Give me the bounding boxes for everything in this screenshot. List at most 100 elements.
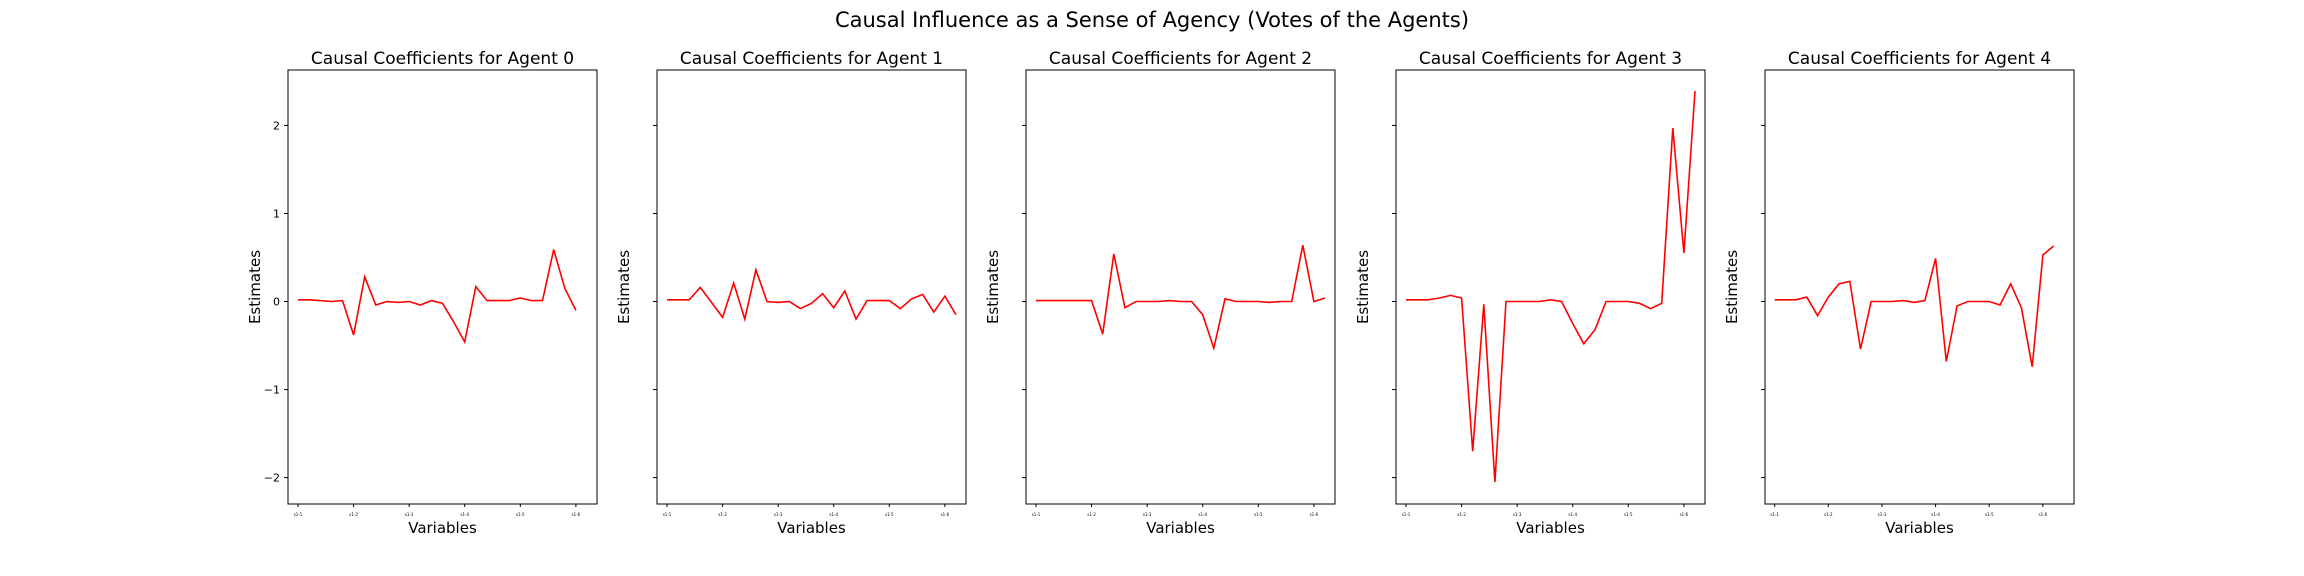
data-point xyxy=(1860,348,1862,350)
x-axis-label: Variables xyxy=(1146,519,1215,537)
x-axis-label: Variables xyxy=(1516,519,1585,537)
data-point xyxy=(1516,301,1518,303)
data-point xyxy=(1650,308,1652,310)
axes-frame xyxy=(1025,69,1336,505)
data-point xyxy=(1494,481,1496,483)
data-point xyxy=(553,249,555,251)
data-point xyxy=(1572,323,1574,325)
y-axis-label: Estimates xyxy=(984,250,1002,324)
data-point xyxy=(777,302,779,304)
data-point xyxy=(722,317,724,319)
data-point xyxy=(1069,300,1071,302)
x-axis-label: Variables xyxy=(777,519,846,537)
data-point xyxy=(1280,301,1282,303)
data-point xyxy=(1817,315,1819,317)
x-tick-label: s1-4 xyxy=(460,512,469,517)
data-point xyxy=(800,308,802,310)
data-point xyxy=(475,286,477,288)
figure-title: Causal Influence as a Sense of Agency (V… xyxy=(834,8,1470,32)
data-point xyxy=(508,300,510,302)
series-line xyxy=(667,266,957,323)
data-point xyxy=(889,300,891,302)
data-point xyxy=(331,301,333,303)
data-point xyxy=(955,314,957,316)
x-tick-label: s1-4 xyxy=(1568,512,1577,517)
data-point xyxy=(1956,305,1958,307)
data-point xyxy=(431,300,433,302)
data-point xyxy=(755,269,757,271)
chart-title: Causal Coefficients for Agent 1 xyxy=(680,49,943,69)
data-point xyxy=(364,276,366,278)
y-tick-label: −1 xyxy=(264,384,280,397)
x-tick-label: s1-2 xyxy=(349,512,358,517)
x-tick-label: s1-6 xyxy=(941,512,950,517)
data-point xyxy=(486,300,488,302)
data-point xyxy=(1405,299,1407,301)
data-point xyxy=(944,295,946,297)
data-point xyxy=(711,302,713,304)
data-point xyxy=(564,288,566,290)
data-point xyxy=(1628,301,1630,303)
data-point xyxy=(442,303,444,305)
axes-frame xyxy=(287,69,598,505)
x-tick-label: s1-6 xyxy=(1310,512,1319,517)
x-tick-label: s1-1 xyxy=(1770,512,1779,517)
x-tick-label: s1-5 xyxy=(885,512,894,517)
data-point xyxy=(542,300,544,302)
data-point xyxy=(1483,303,1485,305)
data-point xyxy=(1672,127,1674,129)
data-point xyxy=(1999,304,2001,306)
data-point xyxy=(1806,296,1808,298)
y-tick-label: 0 xyxy=(273,296,280,309)
x-tick-label: s1-1 xyxy=(1032,512,1041,517)
data-point xyxy=(2021,307,2023,309)
data-point xyxy=(1258,301,1260,303)
data-point xyxy=(744,318,746,320)
x-tick-label: s1-4 xyxy=(829,512,838,517)
data-point xyxy=(1472,450,1474,452)
x-tick-label: s1-2 xyxy=(1824,512,1833,517)
data-point xyxy=(877,300,879,302)
data-point xyxy=(1683,252,1685,254)
data-point xyxy=(1113,253,1115,255)
data-point xyxy=(1616,301,1618,303)
x-tick-label: s1-6 xyxy=(572,512,581,517)
data-point xyxy=(1158,301,1160,303)
data-point xyxy=(1324,297,1326,299)
x-tick-label: s1-4 xyxy=(1198,512,1207,517)
data-point xyxy=(1302,244,1304,246)
data-point xyxy=(397,302,399,304)
x-tick-label: s1-5 xyxy=(1254,512,1263,517)
data-point xyxy=(1291,301,1293,303)
data-point xyxy=(297,299,299,301)
data-point xyxy=(1694,90,1696,92)
data-point xyxy=(811,303,813,305)
data-point xyxy=(1892,301,1894,303)
y-axis-label: Estimates xyxy=(1354,250,1372,324)
chart-title: Causal Coefficients for Agent 3 xyxy=(1419,49,1682,69)
x-tick-label: s1-2 xyxy=(1457,512,1466,517)
x-tick-label: s1-4 xyxy=(1931,512,1940,517)
data-point xyxy=(1838,283,1840,285)
data-point xyxy=(1080,300,1082,302)
x-tick-label: s1-2 xyxy=(1087,512,1096,517)
axes-frame xyxy=(656,69,967,505)
data-point xyxy=(1313,301,1315,303)
data-point xyxy=(1224,298,1226,300)
x-axis-label: Variables xyxy=(1885,519,1954,537)
y-axis-label: Estimates xyxy=(615,250,633,324)
data-point xyxy=(789,301,791,303)
data-point xyxy=(1146,301,1148,303)
data-point xyxy=(1246,301,1248,303)
x-tick-label: s1-3 xyxy=(774,512,783,517)
x-tick-label: s1-5 xyxy=(1624,512,1633,517)
data-point xyxy=(1550,299,1552,301)
y-axis-label: Estimates xyxy=(1723,250,1741,324)
data-point xyxy=(1561,301,1563,303)
data-point xyxy=(1091,300,1093,302)
data-point xyxy=(733,282,735,284)
x-tick-label: s1-5 xyxy=(1985,512,1994,517)
data-point xyxy=(666,299,668,301)
series-line xyxy=(298,249,577,345)
data-point xyxy=(933,311,935,313)
